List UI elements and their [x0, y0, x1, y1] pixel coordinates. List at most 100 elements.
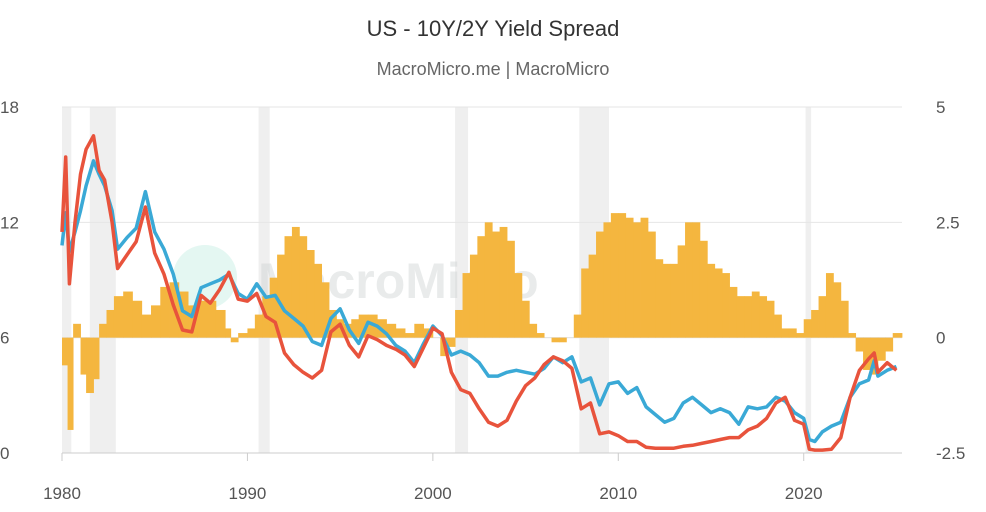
spread-bar — [581, 268, 590, 338]
spread-bar — [751, 291, 760, 338]
spread-bar — [825, 273, 834, 338]
chart-title: US - 10Y/2Y Yield Spread — [366, 16, 620, 41]
recession-band — [805, 107, 812, 453]
spread-bar — [215, 309, 226, 338]
recession-band — [258, 107, 270, 453]
watermark-logo-icon — [173, 245, 237, 309]
spread-bar — [774, 314, 782, 338]
x-tick-label: 2010 — [599, 484, 637, 503]
spread-bar — [477, 236, 486, 338]
spread-bar — [329, 309, 337, 338]
spread-bar — [160, 286, 170, 338]
spread-bar — [558, 337, 567, 343]
spread-bar — [306, 250, 315, 338]
y-right-tick-label: -2.5 — [936, 444, 965, 463]
spread-bar — [647, 231, 656, 338]
x-tick-label: 1980 — [43, 484, 81, 503]
spread-bar — [225, 328, 232, 338]
spread-bar — [840, 300, 849, 338]
spread-bar — [291, 226, 300, 338]
chart-subtitle: MacroMicro.me | MacroMicro — [376, 59, 610, 79]
spread-bar — [818, 296, 827, 338]
spread-bar — [677, 245, 686, 338]
two-year-yield-line — [60, 134, 898, 452]
spread-bar — [729, 286, 738, 338]
spread-bar — [197, 300, 208, 338]
spread-bar — [759, 296, 768, 338]
spread-bar — [106, 309, 115, 338]
spread-bar — [455, 309, 463, 338]
recession-band — [455, 107, 469, 453]
spread-bar — [796, 333, 805, 338]
x-tick-label: 2020 — [785, 484, 823, 503]
spread-bar — [736, 296, 745, 338]
spread-bar — [386, 323, 397, 338]
spread-bar — [699, 240, 708, 338]
spread-bar — [113, 296, 124, 338]
spread-bar — [655, 259, 664, 338]
spread-bar — [469, 254, 478, 338]
y-left-tick-label: 0 — [0, 444, 9, 463]
spread-bar — [514, 273, 523, 338]
y-right-tick-label: 0 — [936, 329, 945, 348]
spread-bar — [507, 240, 515, 338]
spread-bar — [405, 333, 415, 338]
x-tick-label: 2000 — [414, 484, 452, 503]
spread-bar — [640, 217, 649, 338]
spread-bar — [299, 236, 308, 338]
spread-bar — [670, 263, 679, 338]
spread-bar — [722, 273, 730, 338]
spread-bar — [900, 333, 903, 338]
spread-bar — [707, 263, 716, 338]
spread-bar — [788, 328, 797, 338]
spread-bar — [573, 314, 582, 338]
spread-bar — [885, 337, 894, 352]
spread-bar — [633, 222, 641, 338]
spread-bar — [892, 333, 901, 338]
spread-bar — [521, 300, 530, 338]
ten-year-yield-line — [60, 159, 898, 444]
spread-bar — [80, 337, 87, 375]
spread-bar — [132, 300, 143, 338]
spread-bar — [877, 337, 886, 361]
spread-bar — [238, 333, 248, 338]
spread-bar — [536, 333, 545, 338]
spread-bar — [766, 300, 775, 338]
spread-bar — [321, 282, 330, 338]
y-right-tick-label: 5 — [936, 98, 945, 117]
spread-bar — [141, 314, 152, 338]
spread-bar — [123, 291, 133, 338]
spread-bar — [247, 328, 256, 338]
recession-band — [62, 107, 72, 453]
y-left-tick-label: 12 — [0, 213, 19, 232]
spread-bar — [484, 222, 493, 338]
spread-bar — [855, 337, 864, 352]
spread-bar — [625, 217, 634, 338]
spread-bar — [662, 263, 671, 338]
x-tick-label: 1990 — [229, 484, 267, 503]
spread-bar — [492, 231, 501, 338]
spread-bar — [863, 337, 871, 370]
spread-bar — [685, 222, 693, 338]
spread-bar — [529, 323, 538, 338]
spread-bar — [178, 291, 189, 338]
spread-bar — [714, 268, 723, 338]
spread-bar — [230, 337, 239, 343]
spread-bar — [803, 319, 812, 338]
spread-bar — [62, 337, 68, 366]
spread-bar — [447, 337, 456, 347]
axes: 0 6 12 18 -2.5 0 2.5 5 1980 1990 2000 2010 2020 — [0, 98, 965, 503]
spread-bar — [414, 323, 424, 338]
spread-bar — [93, 337, 100, 380]
spread-bar — [254, 314, 263, 338]
spread-bar — [781, 328, 790, 338]
spread-bar — [206, 300, 217, 338]
spread-bar — [744, 296, 753, 338]
spread-bar — [833, 282, 842, 338]
spread-bar — [603, 222, 612, 338]
spread-bar — [67, 337, 74, 430]
spread-bar — [151, 305, 161, 338]
spread-bar — [610, 213, 619, 338]
spread-bar — [284, 236, 293, 338]
